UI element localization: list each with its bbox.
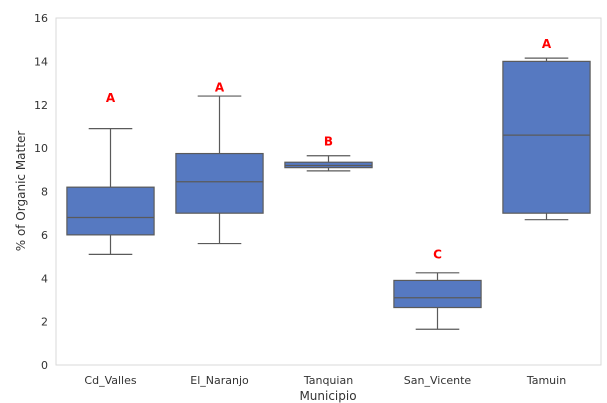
y-tick-label: 6: [41, 229, 48, 242]
box-group-san-vicente: C: [393, 247, 482, 330]
box: [502, 60, 591, 214]
box-group-cd-valles: A: [66, 91, 155, 255]
y-tick-label: 16: [34, 12, 48, 25]
x-axis-label: Municipio: [299, 389, 356, 403]
significance-letter: A: [106, 91, 116, 105]
y-tick-label: 8: [41, 186, 48, 199]
box-group-el-naranjo: A: [175, 80, 264, 245]
y-axis-label: % of Organic Matter: [14, 131, 28, 252]
x-axis: Cd_Valles El_Naranjo Tanquian San_Vicente Ta…: [84, 374, 566, 387]
x-tick-label: El_Naranjo: [190, 374, 249, 387]
significance-letter: C: [433, 247, 442, 261]
y-axis: 0 2 4 6 8 10 12 14 16: [34, 12, 48, 372]
x-tick-label: San_Vicente: [404, 374, 472, 387]
y-tick-label: 0: [41, 359, 48, 372]
y-tick-label: 2: [41, 316, 48, 329]
y-tick-label: 12: [34, 99, 48, 112]
significance-letter: B: [324, 135, 333, 149]
box-group-tanquian: B: [284, 135, 373, 172]
y-tick-label: 4: [41, 272, 48, 285]
box: [66, 186, 155, 236]
y-tick-label: 14: [34, 55, 48, 68]
boxes: A A B C A: [66, 37, 591, 330]
box-group-tamuin: A: [502, 37, 591, 221]
x-tick-label: Cd_Valles: [84, 374, 136, 387]
significance-letter: A: [542, 37, 552, 51]
box: [175, 152, 264, 214]
box: [393, 279, 482, 309]
x-tick-label: Tamuin: [526, 374, 566, 387]
x-tick-label: Tanquian: [303, 374, 353, 387]
y-tick-label: 10: [34, 142, 48, 155]
significance-letter: A: [215, 80, 225, 94]
